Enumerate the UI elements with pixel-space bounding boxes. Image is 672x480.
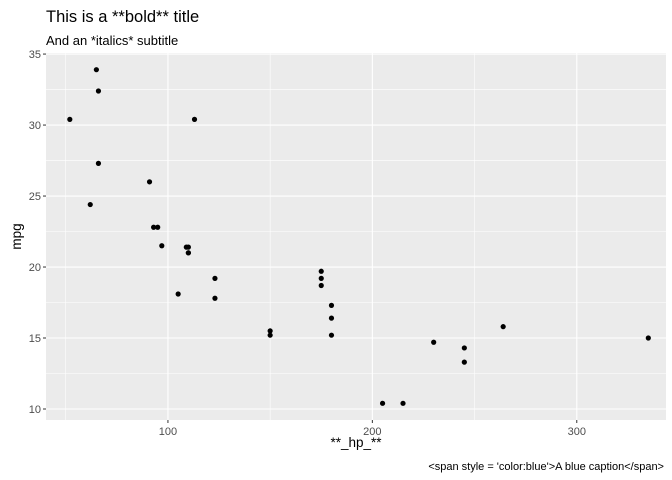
data-point bbox=[318, 275, 324, 281]
major-gridlines bbox=[46, 53, 666, 420]
data-point bbox=[328, 315, 335, 321]
data-point bbox=[191, 116, 198, 122]
data-point bbox=[212, 295, 218, 301]
y-tick-label: 25 bbox=[29, 191, 41, 203]
minor-gridlines bbox=[46, 53, 666, 420]
data-point bbox=[267, 328, 273, 334]
data-point bbox=[155, 224, 161, 230]
y-tick-label: 35 bbox=[29, 49, 41, 61]
data-point bbox=[318, 268, 324, 274]
y-tick-label: 10 bbox=[29, 404, 41, 416]
data-point bbox=[151, 224, 157, 230]
data-point bbox=[500, 324, 506, 330]
data-point bbox=[175, 291, 181, 297]
x-tick-label: 200 bbox=[363, 426, 381, 438]
x-axis-ticks: 100 200 300 bbox=[159, 420, 586, 438]
data-point bbox=[461, 345, 467, 351]
y-axis-label: mpg bbox=[9, 223, 24, 249]
x-tick-label: 100 bbox=[159, 426, 177, 438]
data-point bbox=[183, 244, 189, 250]
data-point bbox=[93, 67, 99, 73]
data-point bbox=[431, 339, 437, 345]
data-point bbox=[400, 400, 406, 406]
y-tick-label: 15 bbox=[29, 333, 41, 345]
data-points bbox=[67, 67, 651, 406]
x-axis-label: **_hp_** bbox=[330, 435, 382, 450]
data-point bbox=[328, 302, 335, 308]
data-point bbox=[95, 160, 102, 166]
data-point bbox=[185, 250, 191, 256]
plot-panel bbox=[46, 53, 666, 420]
data-point bbox=[67, 116, 73, 122]
y-tick-label: 30 bbox=[29, 120, 41, 132]
data-point bbox=[146, 179, 153, 185]
data-point bbox=[318, 282, 324, 289]
y-axis-ticks: 10 15 20 25 30 35 bbox=[29, 49, 46, 416]
data-point bbox=[95, 88, 102, 94]
y-tick-label: 20 bbox=[29, 262, 41, 274]
data-point bbox=[159, 243, 165, 249]
data-point bbox=[645, 335, 651, 341]
x-tick-label: 300 bbox=[568, 426, 586, 438]
data-point bbox=[328, 332, 335, 338]
data-point bbox=[461, 359, 467, 365]
data-point bbox=[267, 332, 273, 338]
chart-caption: <span style = 'color:blue'>A blue captio… bbox=[428, 461, 664, 473]
chart-subtitle: And an *italics* subtitle bbox=[46, 33, 178, 48]
data-point bbox=[379, 400, 386, 406]
chart-title: This is a **bold** title bbox=[46, 8, 199, 26]
data-point bbox=[87, 201, 93, 208]
data-point bbox=[212, 275, 218, 281]
